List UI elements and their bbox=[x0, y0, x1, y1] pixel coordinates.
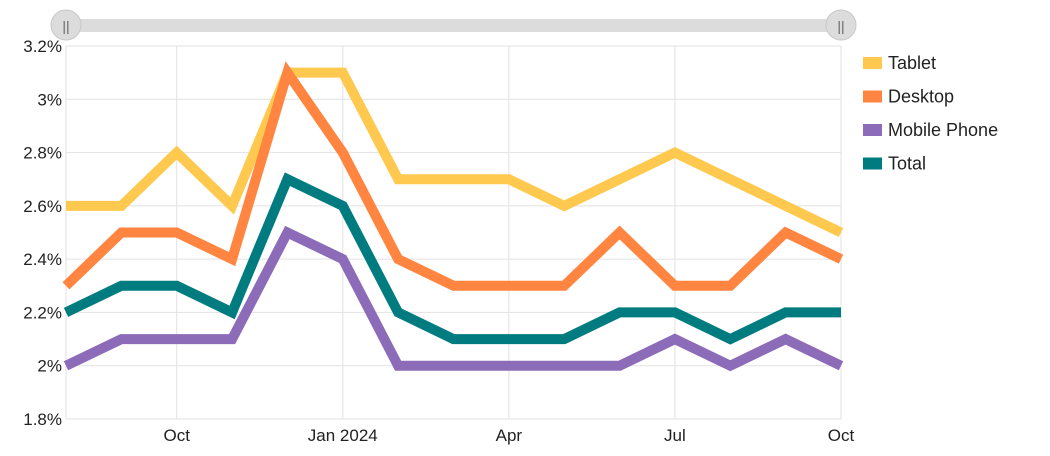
legend-item-tablet[interactable]: Tablet bbox=[863, 53, 936, 73]
x-tick-label: Oct bbox=[163, 426, 190, 445]
range-slider-left-handle[interactable]: || bbox=[51, 10, 81, 40]
legend-item-desktop[interactable]: Desktop bbox=[863, 87, 954, 107]
chart: || || 1.8% 2% 2.2% 2.4% 2.6% 2.8% 3% 3.2% Oct Ja… bbox=[0, 0, 1050, 456]
y-tick-label: 3.2% bbox=[23, 37, 62, 56]
legend-swatch bbox=[863, 158, 882, 170]
plot-area bbox=[66, 73, 841, 366]
legend: Tablet Desktop Mobile Phone Total bbox=[863, 53, 998, 174]
legend-item-mobile-phone[interactable]: Mobile Phone bbox=[863, 120, 998, 140]
y-tick-label: 2.4% bbox=[23, 250, 62, 269]
range-slider[interactable]: || || bbox=[51, 10, 856, 40]
legend-label: Mobile Phone bbox=[888, 120, 998, 140]
y-tick-label: 2.6% bbox=[23, 197, 62, 216]
grip-icon: || bbox=[62, 18, 69, 34]
legend-swatch bbox=[863, 57, 882, 69]
y-tick-label: 2.2% bbox=[23, 303, 62, 322]
legend-label: Total bbox=[888, 154, 926, 174]
x-tick-label: Jan 2024 bbox=[308, 426, 378, 445]
legend-swatch bbox=[863, 124, 882, 136]
y-tick-label: 3% bbox=[37, 90, 62, 109]
range-slider-right-handle[interactable]: || bbox=[826, 10, 856, 40]
y-tick-label: 2% bbox=[37, 357, 62, 376]
y-axis: 1.8% 2% 2.2% 2.4% 2.6% 2.8% 3% 3.2% bbox=[23, 37, 62, 429]
range-slider-track[interactable] bbox=[66, 19, 842, 32]
grip-icon: || bbox=[837, 18, 844, 34]
y-tick-label: 1.8% bbox=[23, 410, 62, 429]
legend-item-total[interactable]: Total bbox=[863, 154, 926, 174]
series-line-mobile-phone[interactable] bbox=[66, 233, 841, 366]
legend-label: Desktop bbox=[888, 87, 954, 107]
x-axis: Oct Jan 2024 Apr Jul Oct bbox=[163, 426, 854, 445]
x-tick-label: Jul bbox=[664, 426, 686, 445]
legend-swatch bbox=[863, 91, 882, 103]
x-tick-label: Apr bbox=[496, 426, 523, 445]
y-tick-label: 2.8% bbox=[23, 144, 62, 163]
legend-label: Tablet bbox=[888, 53, 936, 73]
x-tick-label: Oct bbox=[828, 426, 855, 445]
